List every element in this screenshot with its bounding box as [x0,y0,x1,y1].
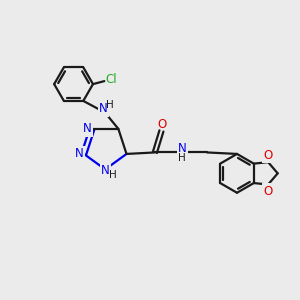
Text: H: H [110,170,117,180]
Text: N: N [83,122,92,135]
Text: H: H [106,100,114,110]
Text: N: N [99,102,108,116]
Text: O: O [263,149,273,162]
Text: Cl: Cl [105,73,117,86]
Text: O: O [263,184,273,198]
Text: O: O [158,118,167,131]
Text: N: N [178,142,187,155]
Text: H: H [178,153,186,164]
Text: N: N [101,164,110,177]
Text: N: N [75,147,84,161]
